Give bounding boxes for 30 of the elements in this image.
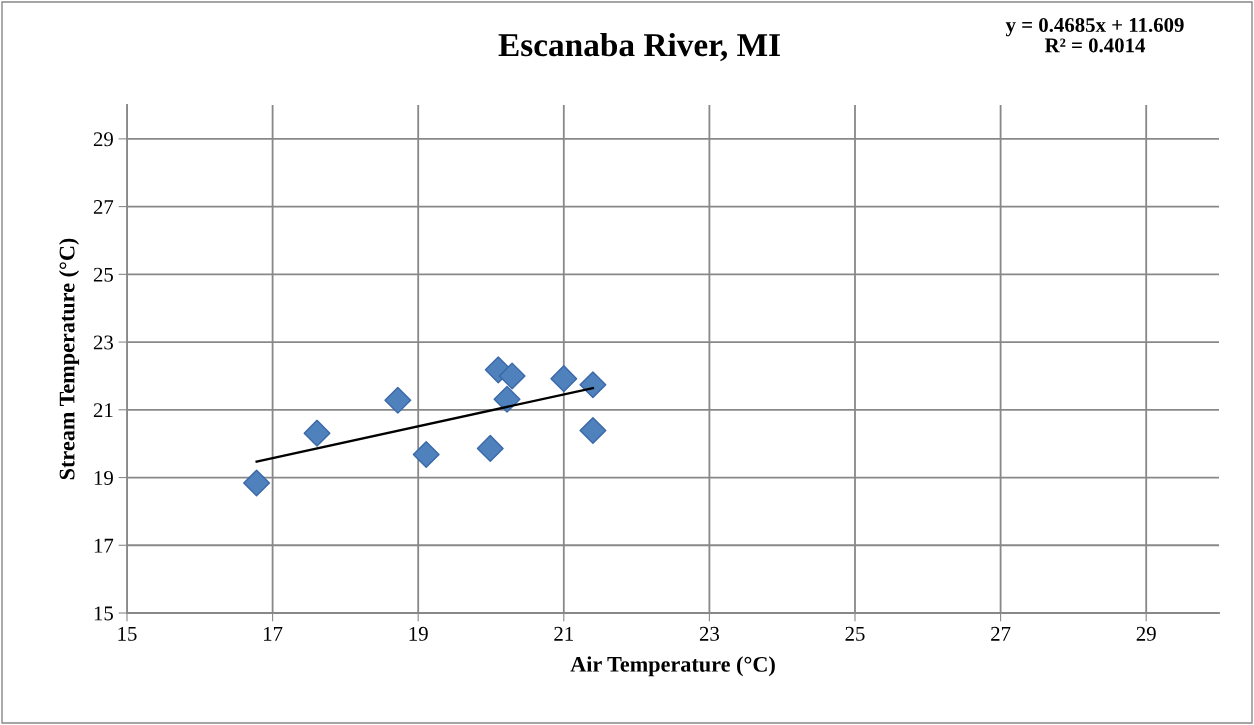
x-tick-label: 29	[1136, 626, 1156, 641]
point	[243, 469, 271, 497]
x-tick-label: 23	[699, 626, 719, 641]
chart-title: Escanaba River, MI	[498, 32, 780, 62]
y-tick-label: 27	[93, 200, 114, 214]
point	[579, 371, 607, 399]
text: y = 0.4685x + 11.609 R² = 0.4014	[1005, 17, 1184, 53]
y-tick-label: 29	[93, 132, 113, 147]
point	[412, 441, 440, 469]
x-tick-label: 15	[118, 626, 137, 641]
x-tick-label: 19	[409, 626, 428, 641]
point	[476, 434, 504, 462]
x-tick-label: 21	[554, 626, 573, 641]
point	[303, 419, 331, 447]
point	[384, 386, 412, 414]
x-tick-label: 25	[845, 626, 865, 641]
y-tick-label: 19	[94, 470, 113, 485]
x-axis-title: Air Temperature (°C)	[570, 656, 775, 677]
point	[579, 416, 607, 444]
y-tick-label: 17	[94, 538, 114, 553]
y-tick-label: 25	[93, 267, 113, 282]
point	[493, 385, 521, 413]
x-tick-label: 27	[991, 626, 1011, 641]
y-axis-title: Stream Temperature (°C)	[58, 238, 80, 480]
x-tick-label: 17	[264, 626, 283, 641]
point	[498, 362, 526, 390]
point	[550, 365, 578, 393]
y-tick-label: 15	[94, 606, 113, 621]
y-tick-label: 21	[93, 403, 113, 418]
y-tick-label: 23	[93, 335, 113, 350]
